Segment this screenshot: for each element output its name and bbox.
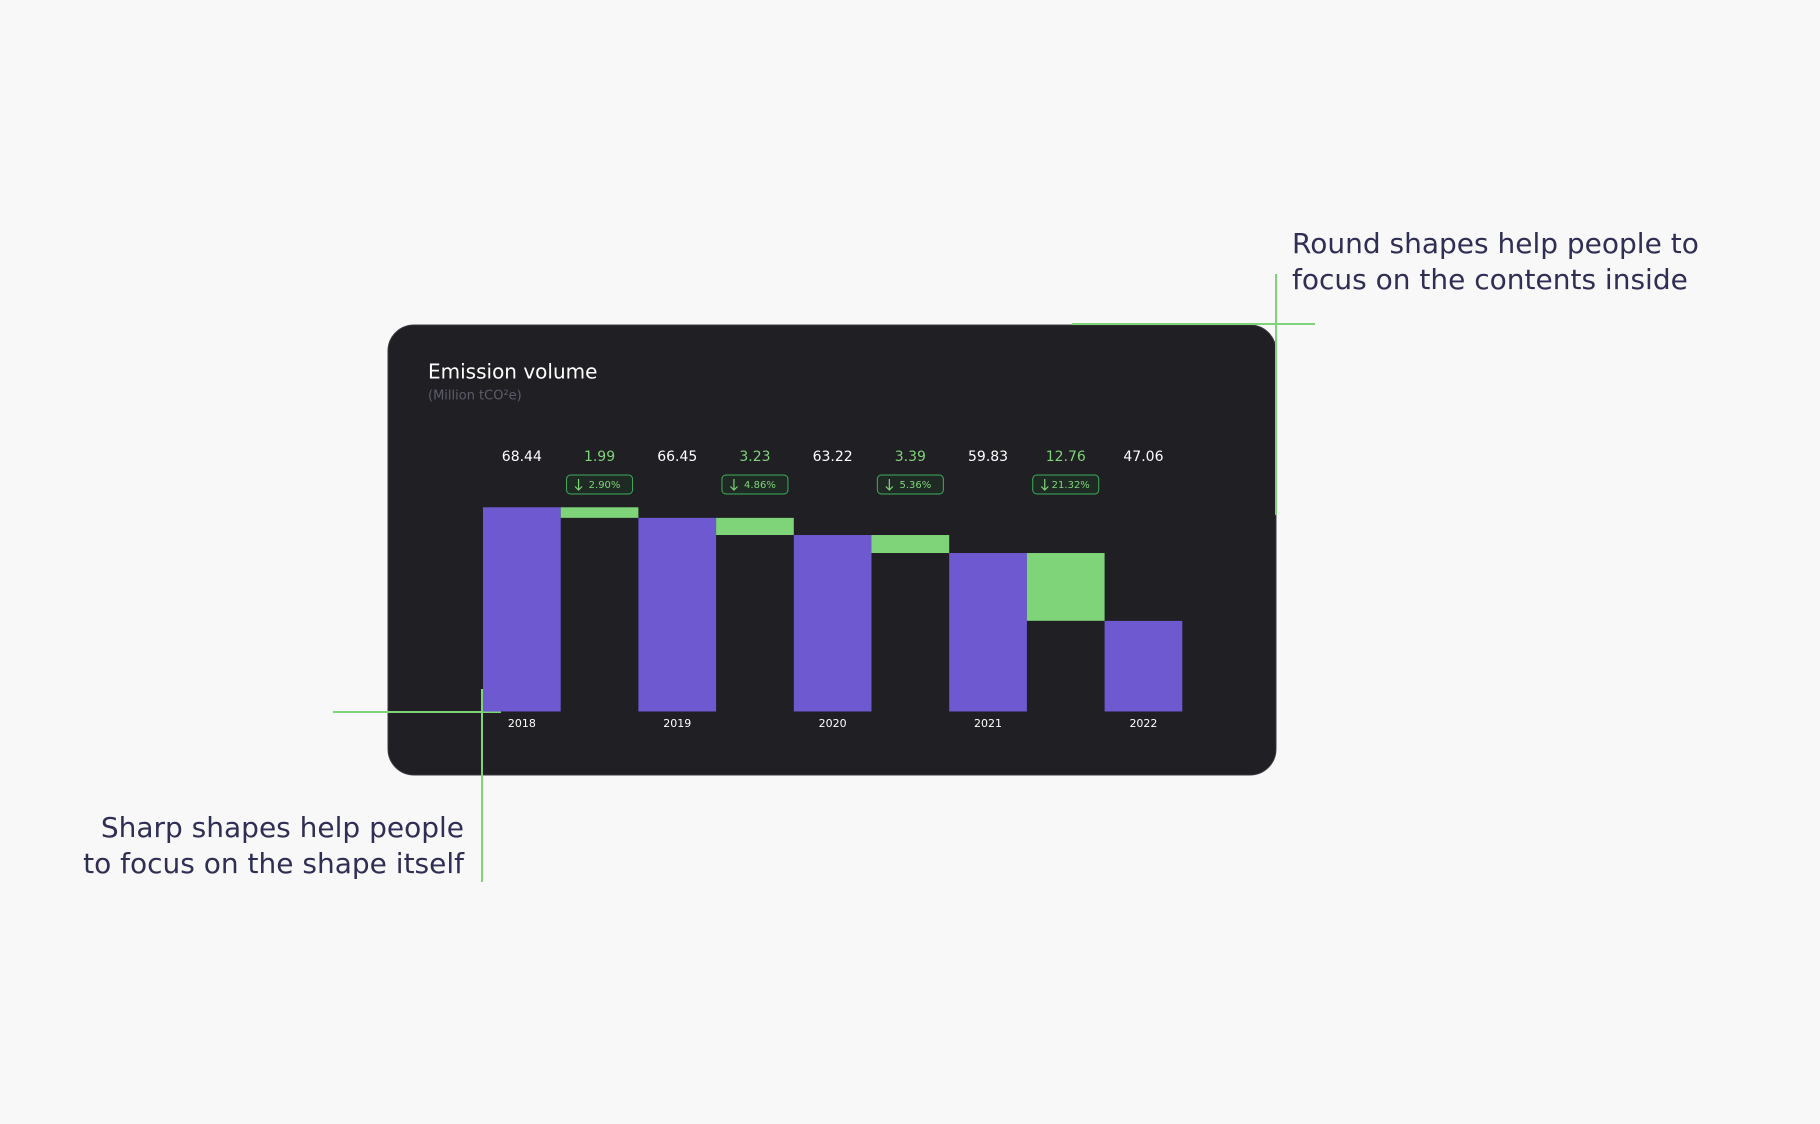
x-tick-label: 2018 [508,717,536,730]
badge-arrow [1040,479,1049,491]
badge [876,474,944,495]
bar [793,535,872,712]
decrease-label: 12.76 [1046,449,1086,465]
decrease-bar [716,517,794,536]
decrease-percent: 5.36% [899,480,931,491]
bar [483,507,561,712]
decrease-percent: 2.90% [589,480,621,491]
x-tick-label: 2022 [1129,717,1157,730]
decrease-bar [1026,553,1105,621]
decrease-label: 1.99 [584,449,615,465]
badge [566,474,634,495]
value-label: 66.45 [657,449,697,465]
x-tick-label: 2019 [663,717,691,730]
value-label: 63.22 [813,449,853,465]
annotation: focus on the contents inside [1292,263,1688,296]
badge [721,474,789,495]
decrease-bar [560,507,639,518]
annotation: to focus on the shape itself [83,847,465,880]
value-label: 59.83 [968,449,1008,465]
badge [1032,474,1100,495]
bar [1104,620,1183,712]
decrease-label: 3.23 [739,449,770,465]
x-tick-label: 2021 [974,717,1002,730]
bar [949,553,1027,712]
chart-title: Emission volume [428,360,597,384]
bar [638,517,717,712]
guides [333,274,1315,882]
annotation: Sharp shapes help people [101,811,464,844]
decrease-bar [871,535,950,554]
chart-subtitle: (Million tCO²e) [428,389,522,404]
badge-arrow [885,479,894,491]
badge-arrow [730,479,738,491]
decrease-label: 3.39 [895,449,926,465]
x-tick-label: 2020 [819,717,847,730]
badge-arrow [574,479,583,491]
value-label: 68.44 [502,449,542,465]
decrease-percent: 21.32% [1052,480,1090,491]
annotation: Round shapes help people to [1292,227,1699,260]
decrease-percent: 4.86% [744,480,776,491]
value-label: 47.06 [1123,449,1163,465]
